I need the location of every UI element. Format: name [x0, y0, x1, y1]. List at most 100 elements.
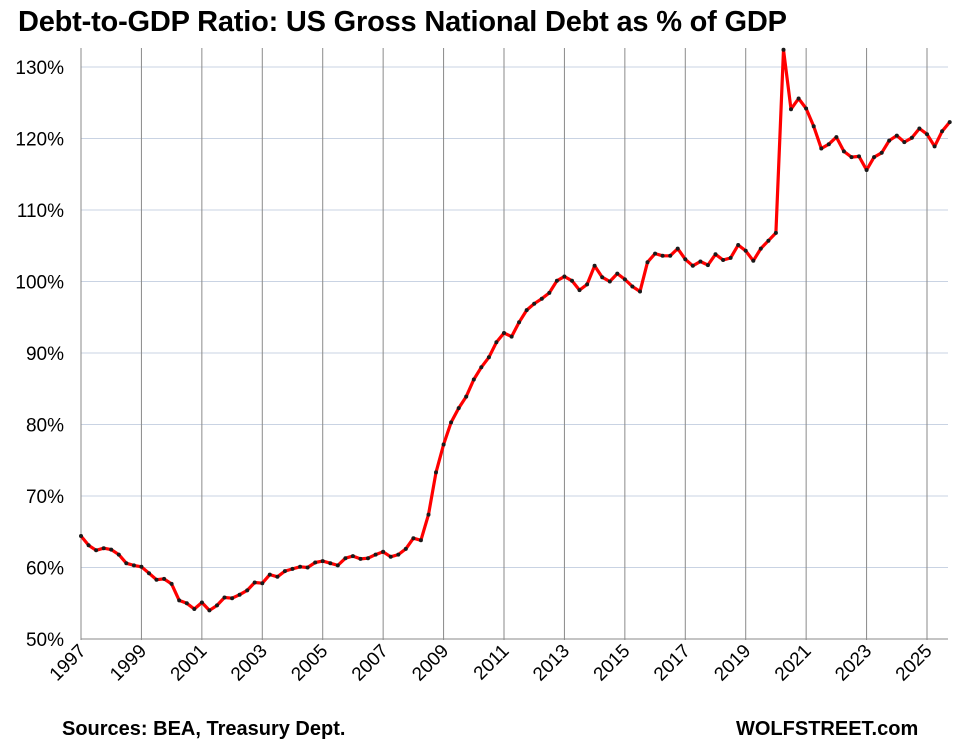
y-tick-label: 90%	[26, 344, 64, 365]
data-point	[230, 596, 235, 601]
data-point	[826, 142, 831, 147]
data-point	[947, 120, 952, 125]
data-point	[524, 308, 529, 313]
data-point	[502, 331, 506, 335]
data-point	[131, 563, 136, 568]
data-point	[743, 248, 748, 253]
x-tick-label: 2021	[771, 641, 816, 686]
data-point	[819, 146, 824, 151]
data-point	[804, 106, 809, 111]
x-tick-label: 2013	[529, 641, 574, 686]
data-point	[887, 138, 892, 143]
data-point	[917, 126, 922, 131]
data-point	[381, 549, 386, 554]
data-point	[675, 246, 680, 251]
data-point	[532, 301, 537, 306]
data-point	[434, 470, 438, 475]
data-point	[902, 140, 907, 145]
data-point	[313, 560, 318, 565]
x-tick-label: 2005	[288, 641, 333, 686]
x-tick-label: 2025	[892, 641, 937, 686]
data-point	[184, 601, 189, 606]
data-point	[547, 290, 552, 295]
data-point	[245, 588, 250, 593]
data-point	[653, 251, 658, 256]
data-point	[570, 278, 574, 283]
data-point	[252, 580, 257, 585]
x-axis-tick-labels: 1997 1999 2001 2003 2005 2007 2009 2011 2013 2015…	[46, 641, 937, 686]
data-point	[758, 246, 763, 251]
vertical-gridlines	[80, 48, 928, 640]
data-series	[79, 48, 952, 613]
data-point	[207, 608, 212, 613]
data-point	[857, 154, 861, 159]
x-tick-label: 1999	[106, 641, 151, 686]
x-tick-label: 2011	[470, 641, 514, 685]
data-point	[320, 559, 325, 564]
data-point	[517, 320, 522, 325]
data-point	[509, 334, 514, 339]
data-point	[222, 595, 227, 600]
data-point	[358, 556, 363, 561]
data-point	[373, 552, 378, 557]
x-tick-label: 2001	[167, 641, 212, 686]
data-point	[86, 543, 91, 548]
data-point	[638, 289, 642, 294]
data-point	[403, 546, 408, 551]
data-point	[705, 263, 710, 268]
data-point	[773, 230, 778, 235]
data-point	[645, 260, 650, 265]
data-point	[766, 238, 771, 243]
x-tick-label: 2009	[408, 641, 453, 686]
data-point	[751, 258, 756, 263]
data-point	[607, 279, 612, 284]
data-point	[388, 554, 393, 559]
data-point	[630, 284, 635, 289]
data-point	[449, 420, 454, 425]
data-point	[237, 592, 242, 597]
y-tick-label: 120%	[15, 130, 64, 151]
data-point	[872, 155, 877, 160]
data-point	[305, 565, 310, 570]
data-point	[335, 563, 340, 568]
y-tick-label: 70%	[26, 487, 64, 508]
data-point	[343, 556, 348, 561]
data-point	[350, 554, 355, 559]
data-point	[713, 252, 718, 257]
x-tick-label: 2017	[650, 641, 695, 686]
horizontal-gridlines	[81, 66, 948, 568]
data-point	[486, 355, 491, 360]
y-axis-tick-labels: 50% 60% 70% 80% 90% 100% 110% 120% 130%	[15, 58, 64, 651]
source-note: Sources: BEA, Treasury Dept.	[62, 718, 346, 740]
data-point	[464, 394, 469, 399]
data-point	[925, 132, 929, 137]
data-point	[721, 258, 726, 262]
data-point	[162, 576, 167, 581]
y-tick-label: 80%	[26, 416, 64, 437]
data-point	[781, 47, 786, 52]
y-tick-label: 100%	[15, 273, 64, 294]
y-tick-label: 50%	[26, 630, 64, 651]
data-point	[109, 547, 114, 552]
data-point	[494, 340, 499, 345]
data-point	[668, 253, 673, 258]
data-markers	[79, 47, 952, 613]
data-point	[192, 607, 197, 611]
x-tick-label: 2019	[711, 641, 756, 686]
data-point	[660, 253, 665, 258]
data-point	[736, 243, 741, 247]
x-tick-label: 2023	[831, 641, 876, 686]
debt-to-gdp-line	[79, 48, 952, 613]
data-point	[124, 561, 129, 566]
data-point	[585, 282, 590, 287]
data-point	[366, 556, 370, 561]
chart-title: Debt-to-GDP Ratio: US Gross National Deb…	[18, 6, 787, 38]
data-point	[592, 263, 597, 268]
x-tick-label: 2015	[590, 641, 635, 686]
data-point	[932, 144, 937, 149]
data-point	[282, 569, 287, 574]
data-point	[796, 96, 801, 101]
data-point	[275, 574, 280, 579]
data-point	[426, 512, 431, 517]
data-point	[79, 534, 83, 538]
